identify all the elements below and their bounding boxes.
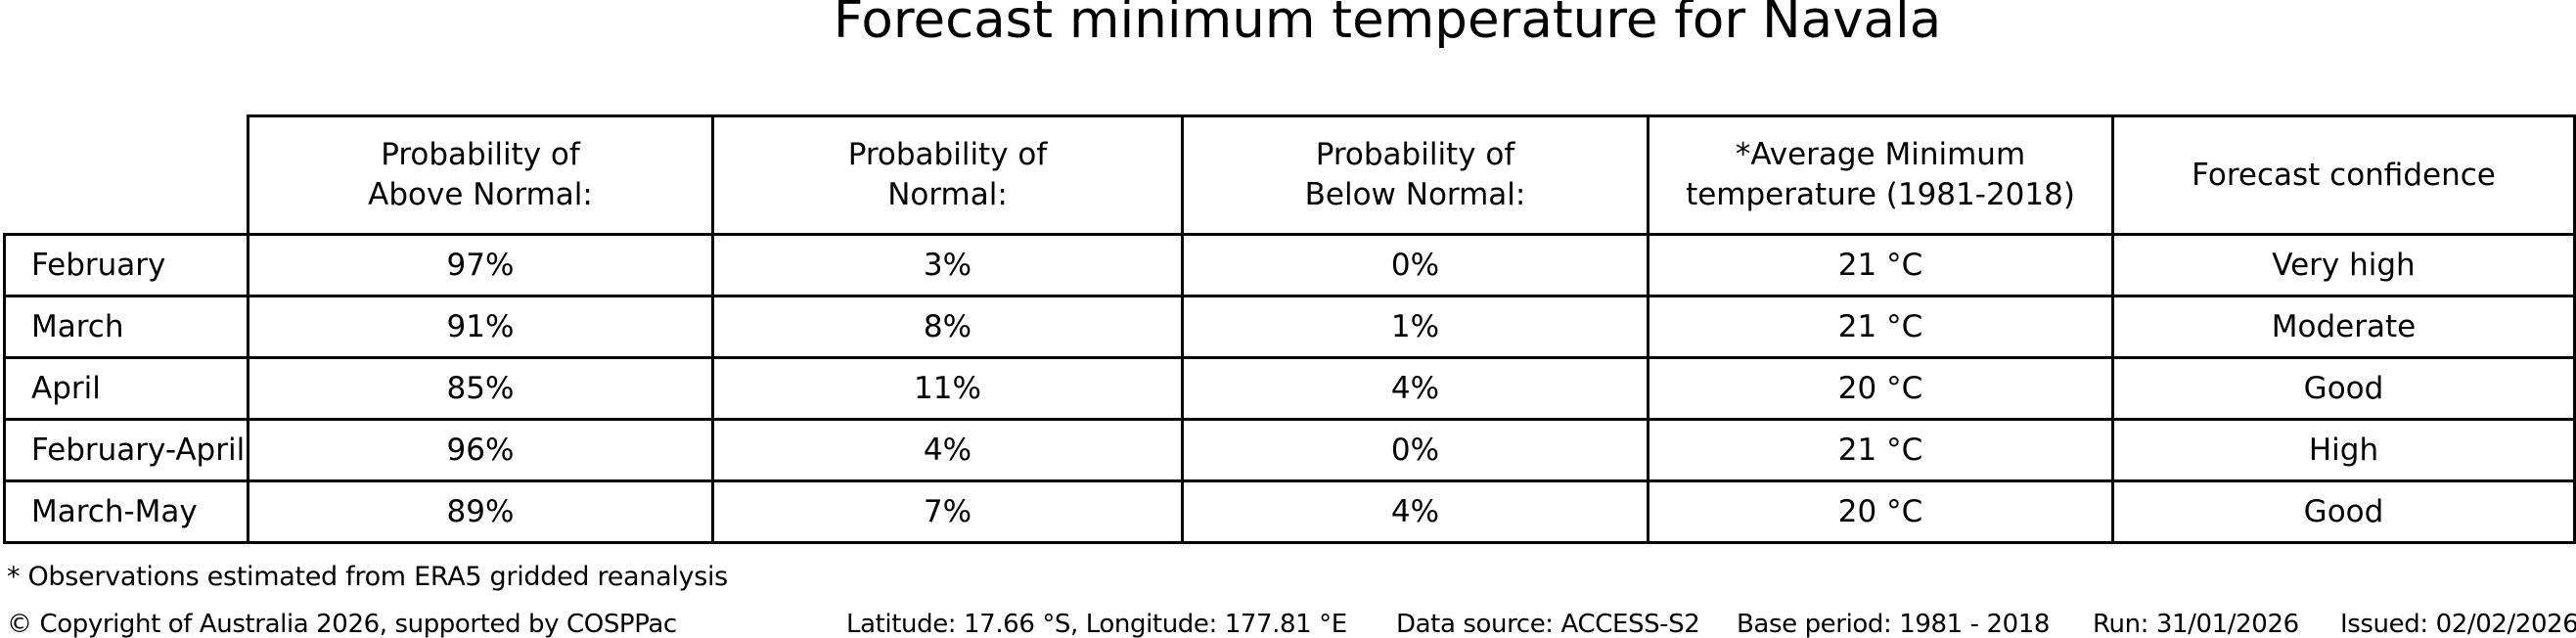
prob-normal-cell: 7%: [711, 479, 1184, 544]
table-corner-cell: [4, 115, 249, 236]
prob-below-cell: 0%: [1181, 233, 1650, 297]
run-date-text: Run: 31/01/2026: [2093, 610, 2299, 638]
prob-above-cell: 91%: [247, 295, 714, 359]
month-cell: February-April: [3, 418, 249, 482]
prob-below-cell: 1%: [1181, 295, 1650, 359]
prob-above-cell: 85%: [247, 356, 714, 421]
prob-normal-cell: 3%: [711, 233, 1184, 297]
table-row: February 97% 3% 0% 21 °C Very high: [3, 233, 2576, 297]
avg-min-temp-cell: 21 °C: [1647, 295, 2114, 359]
prob-normal-cell: 11%: [711, 356, 1184, 421]
confidence-cell: Moderate: [2111, 295, 2576, 359]
prob-above-cell: 96%: [247, 418, 714, 482]
prob-below-cell: 4%: [1181, 356, 1650, 421]
location-text: Latitude: 17.66 °S, Longitude: 177.81 °E: [846, 610, 1347, 638]
prob-below-cell: 4%: [1181, 479, 1650, 544]
header-prob-below-normal: Probability of Below Normal:: [1181, 114, 1650, 236]
base-period-text: Base period: 1981 - 2018: [1737, 610, 2051, 638]
confidence-cell: Good: [2111, 356, 2576, 421]
header-avg-min-temperature: *Average Minimum temperature (1981-2018): [1647, 114, 2114, 236]
confidence-cell: Very high: [2111, 233, 2576, 297]
month-cell: March: [3, 295, 249, 359]
prob-above-cell: 89%: [247, 479, 714, 544]
data-source-text: Data source: ACCESS-S2: [1396, 610, 1700, 638]
footnote: * Observations estimated from ERA5 gridd…: [7, 562, 728, 592]
issued-date-text: Issued: 02/02/2026: [2340, 610, 2576, 638]
month-cell: February: [3, 233, 249, 297]
forecast-table: Probability of Above Normal: Probability…: [3, 114, 2576, 544]
avg-min-temp-cell: 21 °C: [1647, 233, 2114, 297]
page-title: Forecast minimum temperature for Navala: [833, 0, 1942, 50]
confidence-cell: Good: [2111, 479, 2576, 544]
footer-line: © Copyright of Australia 2026, supported…: [0, 612, 2576, 638]
table-row: March 91% 8% 1% 21 °C Moderate: [3, 295, 2576, 359]
table-row: April 85% 11% 4% 20 °C Good: [3, 356, 2576, 421]
avg-min-temp-cell: 21 °C: [1647, 418, 2114, 482]
table-header-row: Probability of Above Normal: Probability…: [4, 114, 2576, 236]
header-prob-normal: Probability of Normal:: [711, 114, 1184, 236]
month-cell: April: [3, 356, 249, 421]
prob-normal-cell: 4%: [711, 418, 1184, 482]
prob-normal-cell: 8%: [711, 295, 1184, 359]
prob-below-cell: 0%: [1181, 418, 1650, 482]
header-forecast-confidence: Forecast confidence: [2111, 114, 2576, 236]
prob-above-cell: 97%: [247, 233, 714, 297]
month-cell: March-May: [3, 479, 249, 544]
avg-min-temp-cell: 20 °C: [1647, 356, 2114, 421]
avg-min-temp-cell: 20 °C: [1647, 479, 2114, 544]
table-row: February-April 96% 4% 0% 21 °C High: [3, 418, 2576, 482]
table-row: March-May 89% 7% 4% 20 °C Good: [3, 479, 2576, 544]
header-prob-above-normal: Probability of Above Normal:: [247, 114, 714, 236]
copyright-text: © Copyright of Australia 2026, supported…: [7, 610, 677, 638]
confidence-cell: High: [2111, 418, 2576, 482]
